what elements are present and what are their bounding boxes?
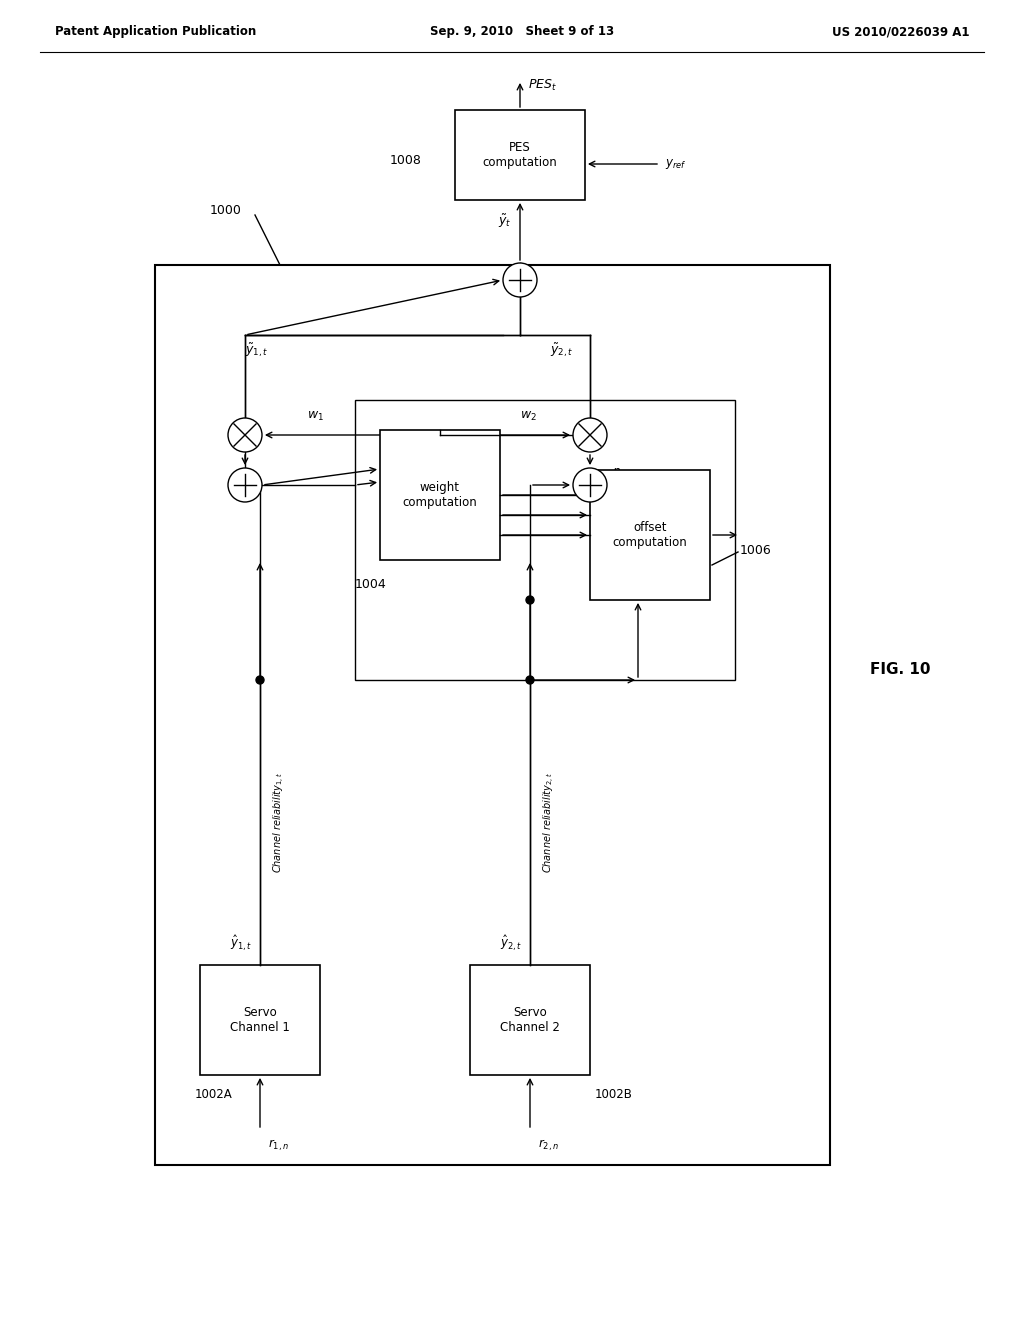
FancyBboxPatch shape [380,430,500,560]
FancyBboxPatch shape [590,470,710,601]
Text: $r_{1,n}$: $r_{1,n}$ [268,1138,289,1152]
Text: Patent Application Publication: Patent Application Publication [55,25,256,38]
Text: $y_{ref}$: $y_{ref}$ [665,157,687,172]
Text: $PES_t$: $PES_t$ [528,78,557,92]
Text: PES
computation: PES computation [482,141,557,169]
Text: 1008: 1008 [390,153,422,166]
Circle shape [526,597,534,605]
Circle shape [256,676,264,684]
Text: FIG. 10: FIG. 10 [869,663,930,677]
Circle shape [503,263,537,297]
FancyBboxPatch shape [470,965,590,1074]
Text: Servo
Channel 1: Servo Channel 1 [230,1006,290,1034]
Circle shape [228,418,262,451]
FancyBboxPatch shape [455,110,585,201]
FancyBboxPatch shape [200,965,319,1074]
Text: Servo
Channel 2: Servo Channel 2 [500,1006,560,1034]
Text: Channel reliability$_{1,t}$: Channel reliability$_{1,t}$ [272,772,287,873]
Text: weight
computation: weight computation [402,480,477,510]
Text: Sep. 9, 2010   Sheet 9 of 13: Sep. 9, 2010 Sheet 9 of 13 [430,25,614,38]
Text: $\hat{y}_{1,t}$: $\hat{y}_{1,t}$ [229,933,252,953]
Text: 1000: 1000 [210,203,242,216]
Text: $\tilde{y}_{1,t}$: $\tilde{y}_{1,t}$ [245,341,268,359]
Text: US 2010/0226039 A1: US 2010/0226039 A1 [833,25,970,38]
Text: 1002B: 1002B [595,1089,633,1101]
Text: $w_2$: $w_2$ [519,411,537,422]
Text: Channel reliability$_{2,t}$: Channel reliability$_{2,t}$ [542,772,557,873]
Text: $\tilde{y}_t$: $\tilde{y}_t$ [499,213,512,230]
Circle shape [573,469,607,502]
Text: $\hat{y}_{2,t}$: $\hat{y}_{2,t}$ [500,933,522,953]
Text: $w_1$: $w_1$ [306,411,324,422]
Text: $\eta_2$: $\eta_2$ [612,466,626,480]
Text: 1002A: 1002A [195,1089,232,1101]
Text: $\tilde{y}_{2,t}$: $\tilde{y}_{2,t}$ [550,341,573,359]
Circle shape [573,418,607,451]
Text: 1006: 1006 [740,544,772,557]
Text: 1004: 1004 [355,578,387,591]
Text: offset
computation: offset computation [612,521,687,549]
Text: $r_{2,n}$: $r_{2,n}$ [538,1138,559,1152]
FancyBboxPatch shape [155,265,830,1166]
Circle shape [228,469,262,502]
Circle shape [526,676,534,684]
Text: $\eta_1$: $\eta_1$ [645,478,658,492]
